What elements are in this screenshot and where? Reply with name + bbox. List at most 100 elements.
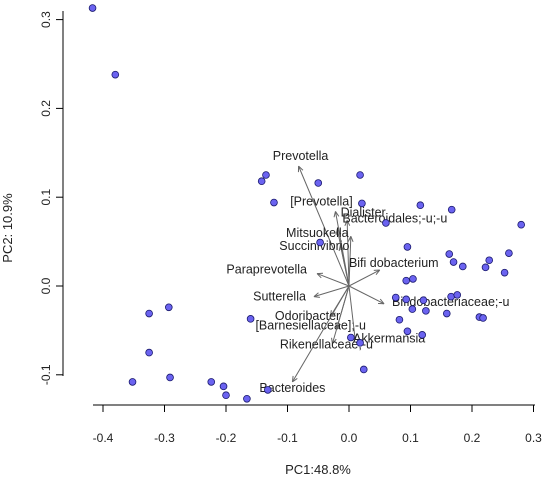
data-point [257,177,266,186]
data-point [145,348,153,357]
loading-arrow [313,285,350,298]
data-point [207,378,216,386]
loading-label: Prevotella [273,149,329,163]
loading-arrowhead [333,211,340,218]
loading-arrowhead [291,375,298,383]
loading-vectors: Prevotella [Prevotella]Dialister Mitsuokel… [226,149,509,395]
data-point [449,258,458,266]
y-tick-label: -0.1 [39,364,53,385]
data-point [262,171,270,179]
data-point [145,309,153,318]
data-point [409,275,417,283]
loading-label: Bacteroidales;-u;-u [342,211,447,225]
x-tick-label: 0.1 [402,431,419,445]
y-tick-label: 0.2 [39,100,53,117]
y-tick-label: 0.0 [39,277,53,294]
data-point [243,394,251,403]
loading-arrowhead [373,269,381,276]
loading-arrowhead [335,228,342,236]
loading-arrow [298,165,350,287]
data-point [403,243,412,251]
x-tick-label: -0.4 [93,431,114,445]
data-point [391,293,400,302]
loading-label: Mitsuokella [286,226,349,240]
data-point [165,303,173,312]
data-point [222,391,230,400]
loading-arrow [339,245,350,287]
loading-arrow [348,269,380,287]
loading-label: Odoribacter [275,309,340,323]
data-point [447,205,456,214]
loading-label: [Prevotella] [290,194,353,208]
data-point [442,309,451,318]
loading-arrowhead [313,292,320,298]
data-point [505,249,513,257]
data-point [347,333,355,342]
loading-arrow [348,285,356,340]
data-point [358,199,366,208]
data-point [402,295,410,304]
data-point [445,250,454,258]
data-point [270,198,278,207]
loading-arrowhead [344,220,351,227]
loading-arrow [316,273,350,287]
loading-label: Rikenellaceae;-u [280,338,373,352]
x-tick-label: -0.1 [277,431,298,445]
data-point [402,276,410,285]
loading-arrow [346,220,350,287]
loading-arrowhead [338,244,345,252]
data-point [416,201,425,209]
y-tick-label: 0.1 [39,189,53,206]
loading-arrow [348,236,352,287]
data-point [356,171,364,179]
loading-label: Paraprevotella [226,263,307,277]
data-point [485,256,494,265]
data-point [314,179,323,187]
data-point [458,262,467,271]
data-point [418,331,426,339]
loading-label: Dialister [341,205,386,219]
y-tick-label: 0.3 [39,11,53,28]
loading-label: Bifi dobacterium [349,256,439,270]
data-point [166,373,174,382]
x-tick-label: 0.0 [341,431,358,445]
loading-arrowhead [297,165,304,173]
x-axis-title: PC1:48.8% [285,462,351,477]
y-axis-ticks: -0.1 0.0 0.1 0.2 0.3 [39,11,63,385]
data-point [359,365,368,374]
loading-label: Succinivibrio [279,239,349,253]
y-axis-title: PC2: 10.9% [0,193,15,263]
data-point [382,219,390,227]
data-point [481,263,490,272]
x-axis-ticks: -0.4 -0.3 -0.2 -0.1 0.0 0.1 0.2 0.3 [93,405,542,445]
data-point [246,315,255,323]
sample-points [88,4,525,403]
loading-arrow [348,285,385,305]
loading-label: [Barnesiellaceae];-u [255,319,366,333]
data-point [517,220,525,229]
loading-arrow [331,285,350,344]
loading-arrowhead [378,298,385,305]
data-point [111,70,120,79]
data-point [356,339,364,347]
data-point [408,305,417,313]
loading-arrowhead [347,236,354,243]
data-point [219,382,228,391]
x-tick-label: 0.3 [525,431,542,445]
x-axis: -0.4 -0.3 -0.2 -0.1 0.0 0.1 0.2 0.3 PC1:48.8% [93,404,542,477]
data-point [264,386,272,394]
data-point [419,296,428,305]
y-axis: -0.1 0.0 0.1 0.2 0.3 PC2: 10.9% [0,11,64,385]
loading-arrow [291,285,350,383]
data-point [422,307,430,315]
data-point [500,268,509,277]
data-point [453,291,462,299]
x-tick-label: 0.2 [464,431,481,445]
loading-label: Bacteroides [259,381,325,395]
loading-arrowhead [331,337,337,345]
data-point [447,292,455,301]
x-tick-label: -0.2 [216,431,237,445]
data-point [88,4,97,12]
data-point [403,327,412,336]
